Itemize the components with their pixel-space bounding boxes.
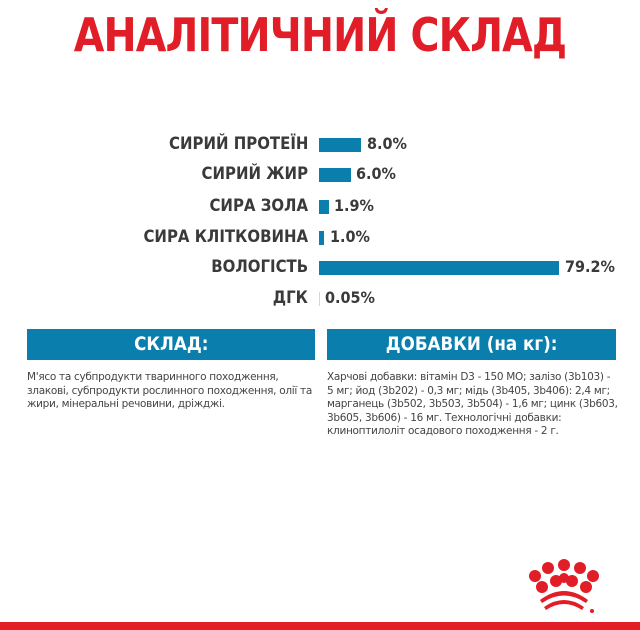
- bar: [319, 261, 559, 275]
- row-label: ДГК: [272, 288, 308, 308]
- chart-row-moisture: ВОЛОГІСТЬ 79.2%: [0, 254, 640, 280]
- bar: [319, 138, 361, 152]
- composition-text: М'ясо та субпродукти тваринного походжен…: [27, 371, 313, 410]
- row-label: СИРИЙ ЖИР: [201, 164, 308, 184]
- row-value: 79.2%: [565, 257, 615, 276]
- chart-row-protein: СИРИЙ ПРОТЕЇН 8.0%: [0, 131, 640, 157]
- chart-row-dha: ДГК 0.05%: [0, 285, 640, 311]
- chart-row-ash: СИРА ЗОЛА 1.9%: [0, 193, 640, 219]
- bar: [319, 168, 351, 182]
- row-value: 1.9%: [334, 196, 374, 215]
- page-title: АНАЛІТИЧНИЙ СКЛАД: [73, 8, 567, 62]
- row-label: СИРИЙ ПРОТЕЇН: [168, 134, 308, 154]
- bar: [319, 292, 320, 306]
- row-label: СИРА ЗОЛА: [209, 196, 308, 216]
- footer-bar: [0, 622, 640, 630]
- additives-text: Харчові добавки: вітамін D3 - 150 МО; за…: [327, 371, 618, 437]
- composition-header-label: СКЛАД:: [133, 333, 209, 355]
- bar: [319, 231, 324, 245]
- royal-canin-crown-icon: [518, 556, 610, 616]
- additives-header-label: ДОБАВКИ (на кг):: [385, 333, 558, 355]
- composition-header: СКЛАД:: [27, 329, 315, 360]
- chart-row-fat: СИРИЙ ЖИР 6.0%: [0, 161, 640, 187]
- row-label: СИРА КЛІТКОВИНА: [143, 227, 308, 247]
- row-value: 1.0%: [330, 227, 370, 246]
- row-label: ВОЛОГІСТЬ: [211, 257, 308, 277]
- row-value: 8.0%: [367, 134, 407, 153]
- row-value: 0.05%: [325, 288, 375, 307]
- additives-header: ДОБАВКИ (на кг):: [327, 329, 616, 360]
- row-value: 6.0%: [356, 164, 396, 183]
- chart-row-fiber: СИРА КЛІТКОВИНА 1.0%: [0, 224, 640, 250]
- bar: [319, 200, 329, 214]
